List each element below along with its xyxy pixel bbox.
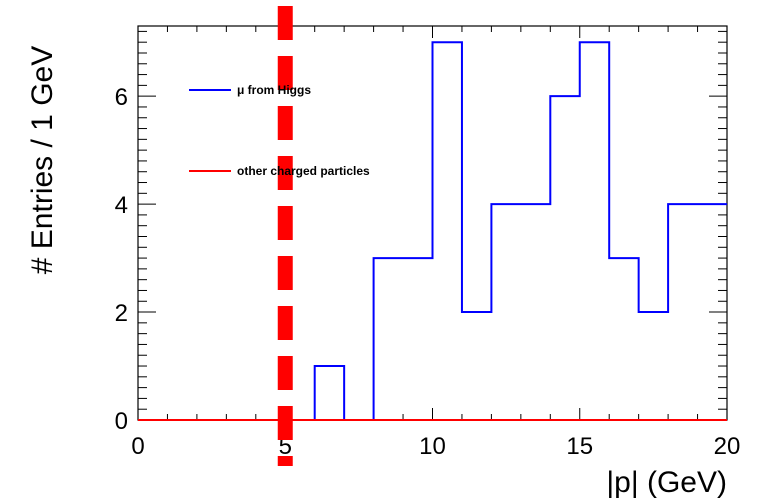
x-axis-title: |p| (GeV) [606, 466, 727, 499]
legend: μ from Higgs other charged particles [189, 83, 370, 178]
x-tick-label: 15 [566, 433, 593, 460]
x-tick-label: 0 [131, 433, 144, 460]
y-tick-label: 0 [115, 408, 128, 435]
series-layer [138, 41, 727, 421]
y-axis-title: # Entries / 1 GeV [26, 46, 59, 274]
y-tick-label: 2 [115, 300, 128, 327]
legend-label-other-charged-particles: other charged particles [237, 164, 370, 178]
x-tick-label: 10 [419, 433, 446, 460]
y-tick-label: 4 [115, 192, 128, 219]
x-tick-label: 20 [714, 433, 741, 460]
series-mu-from-higgs [138, 41, 727, 421]
y-tick-label: 6 [115, 84, 128, 111]
legend-label-mu-from-higgs: μ from Higgs [237, 83, 311, 97]
